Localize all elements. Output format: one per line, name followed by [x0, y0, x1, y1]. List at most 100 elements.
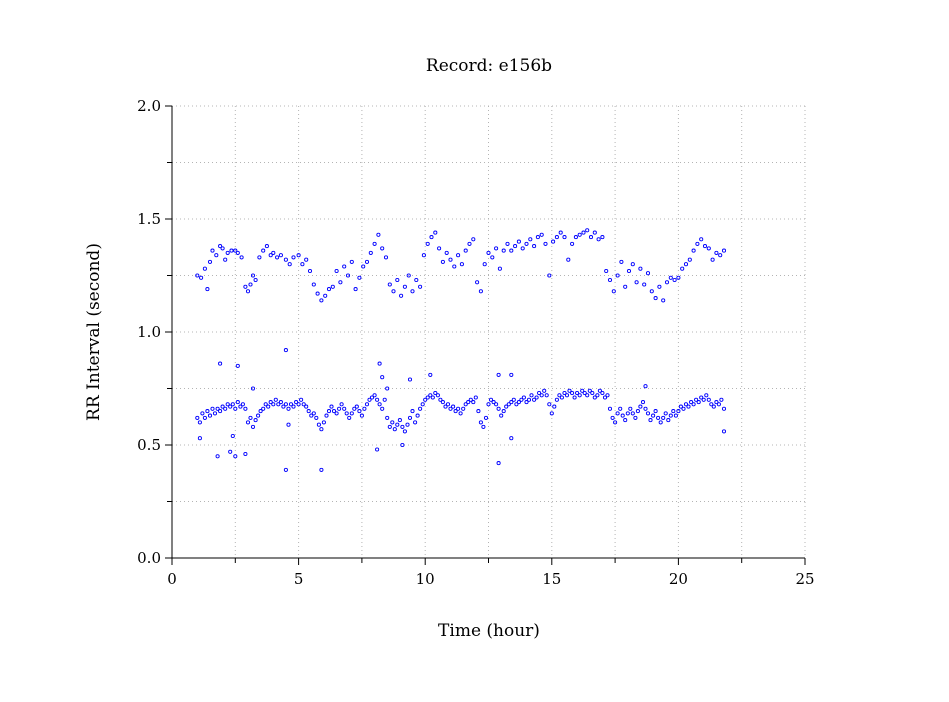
data-point	[635, 409, 640, 414]
data-point	[611, 289, 616, 294]
data-point	[425, 395, 430, 400]
data-point	[467, 241, 472, 246]
data-point	[653, 409, 658, 414]
data-point	[283, 402, 288, 407]
data-point	[471, 400, 476, 405]
data-point	[225, 402, 230, 407]
data-point	[375, 447, 380, 452]
data-point	[582, 390, 587, 396]
data-point	[205, 287, 210, 292]
data-point	[243, 284, 248, 289]
data-point	[440, 400, 445, 405]
data-point	[463, 248, 468, 253]
data-point	[607, 406, 613, 411]
data-point	[653, 296, 658, 301]
data-point	[473, 395, 478, 400]
data-point	[559, 395, 564, 400]
data-point	[683, 262, 689, 267]
data-point	[509, 436, 514, 441]
data-point	[407, 377, 413, 382]
x-tick-label: 20	[669, 570, 688, 588]
data-point	[307, 268, 313, 274]
data-point	[402, 284, 407, 289]
data-point	[271, 250, 276, 255]
data-point	[311, 411, 316, 416]
data-point	[496, 461, 501, 466]
data-point	[218, 244, 223, 249]
data-point	[220, 404, 225, 409]
data-point	[466, 400, 471, 405]
data-point	[694, 397, 699, 402]
data-point	[392, 427, 397, 432]
data-point	[319, 467, 324, 472]
data-point	[514, 402, 519, 407]
data-point	[567, 388, 572, 393]
x-axis-title: Time (hour)	[438, 621, 540, 641]
data-point	[554, 397, 559, 402]
data-point	[600, 235, 605, 240]
data-point	[613, 420, 618, 425]
data-point	[695, 241, 700, 246]
data-point	[228, 449, 233, 454]
data-point	[435, 393, 440, 398]
data-point	[672, 277, 677, 283]
data-point	[278, 400, 283, 405]
data-point	[202, 266, 207, 271]
data-point	[602, 395, 608, 400]
data-point	[283, 467, 288, 472]
data-point	[711, 404, 716, 409]
data-point	[564, 393, 570, 398]
data-point	[283, 348, 288, 353]
data-point	[528, 237, 533, 242]
data-point	[245, 289, 251, 294]
data-point	[585, 393, 590, 398]
data-point	[534, 395, 539, 400]
data-point	[345, 273, 351, 278]
data-point	[387, 424, 392, 429]
data-point	[645, 411, 651, 416]
data-point	[395, 277, 400, 283]
data-point	[380, 246, 385, 251]
data-point	[443, 404, 448, 409]
data-point	[281, 404, 286, 409]
data-point	[588, 235, 594, 240]
data-point	[339, 402, 344, 407]
data-point	[418, 284, 423, 289]
data-point	[235, 250, 240, 255]
data-point	[604, 268, 609, 274]
data-point	[619, 259, 624, 264]
data-point	[668, 275, 673, 280]
data-point	[338, 280, 343, 285]
data-point	[481, 424, 486, 429]
data-point	[666, 418, 671, 423]
data-point	[524, 241, 529, 246]
data-point	[210, 406, 215, 411]
data-point	[577, 232, 582, 237]
data-point	[526, 397, 532, 402]
data-point	[275, 255, 280, 260]
data-point	[573, 235, 578, 240]
data-point	[342, 264, 347, 269]
data-point	[581, 230, 586, 235]
data-point	[468, 397, 473, 402]
data-point	[377, 361, 382, 366]
data-point	[687, 257, 692, 262]
data-point	[706, 246, 711, 251]
data-point	[215, 454, 220, 459]
data-point	[400, 442, 405, 448]
data-point	[452, 264, 457, 269]
data-point	[640, 400, 646, 405]
data-point	[626, 268, 632, 274]
data-point	[716, 402, 721, 407]
data-point	[323, 293, 328, 298]
data-point	[195, 273, 200, 278]
data-point	[709, 402, 714, 407]
data-point	[615, 273, 620, 278]
data-point	[673, 413, 678, 418]
data-point	[383, 255, 389, 260]
data-point	[702, 244, 708, 249]
data-point	[352, 406, 357, 411]
data-point	[623, 418, 628, 423]
data-point	[438, 397, 443, 402]
